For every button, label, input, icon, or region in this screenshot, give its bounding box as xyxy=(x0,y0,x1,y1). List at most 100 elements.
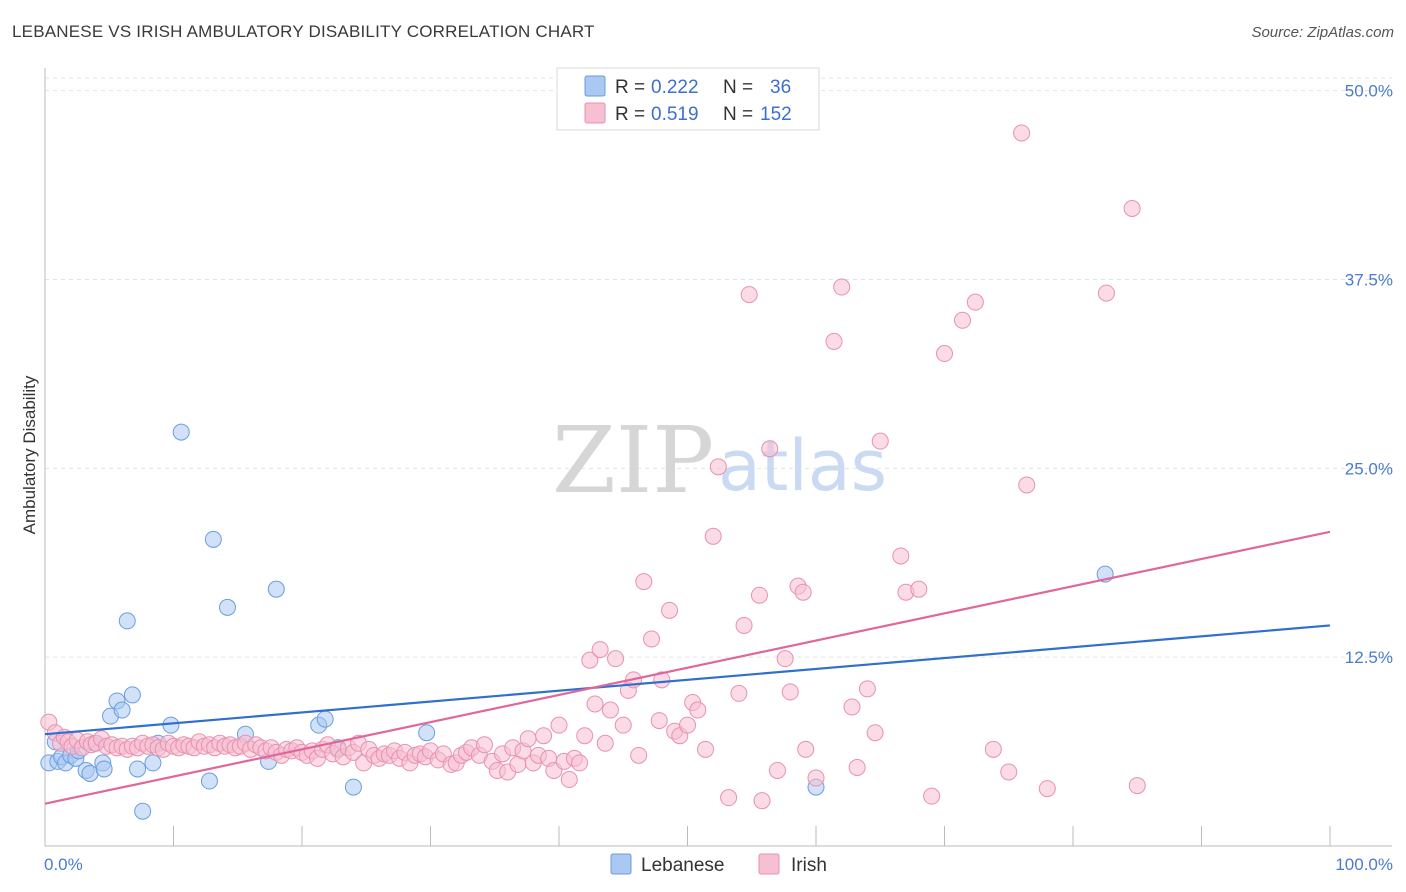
point-irish xyxy=(825,332,843,350)
point-irish xyxy=(1123,199,1141,217)
series-irish-points xyxy=(40,124,1146,810)
point-irish xyxy=(679,716,696,734)
legend-r-value: 0.222 xyxy=(651,77,699,98)
point-irish xyxy=(601,701,619,719)
point-irish xyxy=(550,716,568,734)
legend-n-label: N = xyxy=(723,77,753,98)
point-irish xyxy=(519,730,537,748)
point-lebanese xyxy=(267,580,285,598)
point-irish xyxy=(966,293,984,311)
legend-n-value: 36 xyxy=(770,77,791,98)
watermark-atlas: atlas xyxy=(718,425,887,507)
point-lebanese xyxy=(113,701,131,719)
point-irish xyxy=(833,278,851,296)
legend-label-irish: Irish xyxy=(791,855,827,876)
x-tick-label: 0.0% xyxy=(44,855,83,874)
point-irish xyxy=(848,758,866,776)
legend-swatch-lebanese xyxy=(584,75,606,97)
y-axis-title: Ambulatory Disability xyxy=(20,375,39,534)
point-lebanese xyxy=(144,754,162,772)
point-lebanese xyxy=(123,686,141,704)
y-tick-label: 12.5% xyxy=(1345,648,1393,667)
point-irish xyxy=(1000,763,1018,781)
point-irish xyxy=(614,716,632,734)
point-irish xyxy=(892,547,910,565)
point-lebanese xyxy=(204,530,222,548)
trend-lines xyxy=(44,530,1331,805)
legend-n-value: 152 xyxy=(760,104,792,125)
point-irish xyxy=(650,712,668,730)
gridlines xyxy=(45,77,1392,658)
point-irish xyxy=(475,736,493,754)
trend-line-irish xyxy=(44,530,1331,805)
point-irish xyxy=(794,583,812,601)
legend-r-label: R = xyxy=(615,104,645,125)
point-irish xyxy=(560,771,578,789)
chart-title: LEBANESE VS IRISH AMBULATORY DISABILITY … xyxy=(12,22,595,41)
point-irish xyxy=(776,650,794,668)
point-irish xyxy=(635,573,653,591)
point-lebanese xyxy=(118,612,136,630)
point-irish xyxy=(953,311,971,329)
source-label: Source: ZipAtlas.com xyxy=(1251,24,1394,41)
point-irish xyxy=(781,683,799,701)
point-irish xyxy=(591,641,609,659)
point-irish xyxy=(750,586,768,604)
point-irish xyxy=(689,701,707,719)
point-irish xyxy=(753,792,771,810)
point-irish xyxy=(740,286,758,304)
point-irish xyxy=(696,740,714,758)
point-lebanese xyxy=(81,764,99,782)
point-irish xyxy=(704,527,722,545)
point-lebanese xyxy=(418,724,436,742)
point-irish xyxy=(866,724,884,742)
point-irish xyxy=(871,432,889,450)
legend-swatch-lebanese xyxy=(610,853,632,875)
point-irish xyxy=(1128,777,1146,795)
point-irish xyxy=(923,787,941,805)
legend-r-label: R = xyxy=(615,77,645,98)
watermark: ZIP atlas xyxy=(552,407,887,514)
y-tick-label: 37.5% xyxy=(1345,270,1393,289)
legend-r-value: 0.519 xyxy=(651,104,699,125)
point-lebanese xyxy=(218,598,236,616)
legend-swatch-irish xyxy=(758,853,780,875)
trend-line-lebanese xyxy=(44,624,1331,736)
point-irish xyxy=(661,601,679,619)
point-lebanese xyxy=(129,760,147,778)
legend-top: R = 0.222 N = 36 R = 0.519 N = 152 xyxy=(556,67,820,131)
legend-n-label: N = xyxy=(723,104,753,125)
point-irish xyxy=(910,580,928,598)
point-irish xyxy=(576,727,594,745)
point-irish xyxy=(596,734,614,752)
x-tick-label: 100.0% xyxy=(1335,855,1393,874)
point-lebanese xyxy=(162,716,180,734)
point-irish xyxy=(607,650,625,668)
watermark-zip: ZIP xyxy=(552,407,714,514)
point-irish xyxy=(936,345,953,363)
y-tick-label: 25.0% xyxy=(1345,459,1393,478)
point-irish xyxy=(1018,476,1036,494)
legend-swatch-irish xyxy=(584,102,606,124)
point-irish xyxy=(586,695,604,713)
y-tick-label: 50.0% xyxy=(1345,82,1393,101)
point-lebanese xyxy=(344,778,362,796)
point-irish xyxy=(653,671,671,689)
point-irish xyxy=(709,458,727,476)
point-irish xyxy=(571,754,589,772)
point-irish xyxy=(807,769,825,787)
legend-label-lebanese: Lebanese xyxy=(641,855,724,876)
point-irish xyxy=(643,630,661,648)
point-irish xyxy=(730,684,748,702)
point-irish xyxy=(720,789,738,807)
point-lebanese xyxy=(316,710,334,728)
tick-labels: 12.5% 25.0% 37.5% 50.0% 0.0% 100.0% xyxy=(44,82,1393,874)
point-lebanese xyxy=(95,760,113,778)
point-irish xyxy=(858,680,876,698)
point-irish xyxy=(761,440,779,458)
point-irish xyxy=(581,651,599,669)
point-lebanese xyxy=(134,802,152,820)
point-irish xyxy=(535,727,553,745)
point-irish xyxy=(1013,124,1031,142)
